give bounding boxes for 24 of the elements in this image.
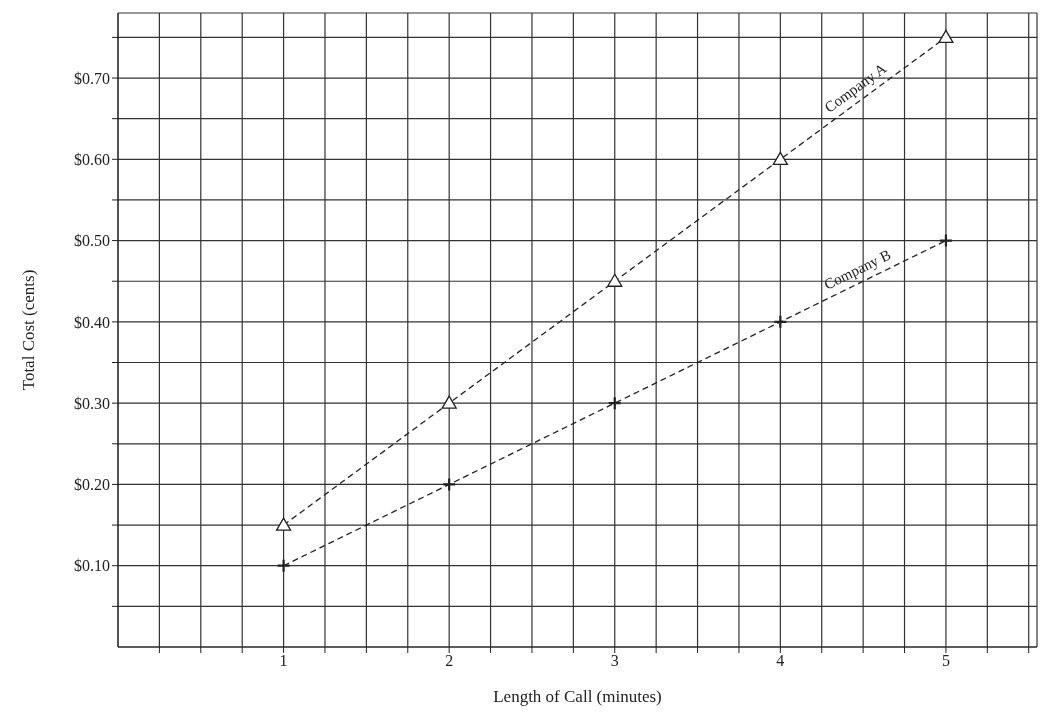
point: [441, 395, 457, 409]
y-tick-label: $0.70: [74, 69, 110, 87]
y-tick-label: $0.40: [74, 313, 110, 331]
point: [607, 396, 622, 411]
x-axis-title: Length of Call (minutes): [493, 687, 662, 706]
y-tick-label: $0.60: [74, 150, 110, 168]
point: [276, 558, 291, 573]
point: [773, 314, 788, 329]
point: [607, 273, 623, 287]
point: [275, 517, 292, 531]
x-tick-label: 1: [279, 652, 288, 670]
y-tick-label: $0.10: [74, 557, 110, 575]
point: [938, 233, 954, 248]
point: [442, 477, 457, 492]
point: [772, 151, 788, 165]
y-axis-title: Total Cost (cents): [19, 269, 39, 391]
y-tick-label: $0.50: [74, 232, 110, 250]
x-tick-label: 4: [776, 652, 785, 670]
x-tick-label: 5: [941, 652, 950, 670]
x-tick-label: 3: [610, 652, 619, 670]
y-tick-label: $0.30: [74, 394, 110, 412]
y-tick-label: $0.20: [74, 476, 110, 494]
x-tick-label: 2: [445, 652, 454, 670]
point: [938, 29, 954, 44]
